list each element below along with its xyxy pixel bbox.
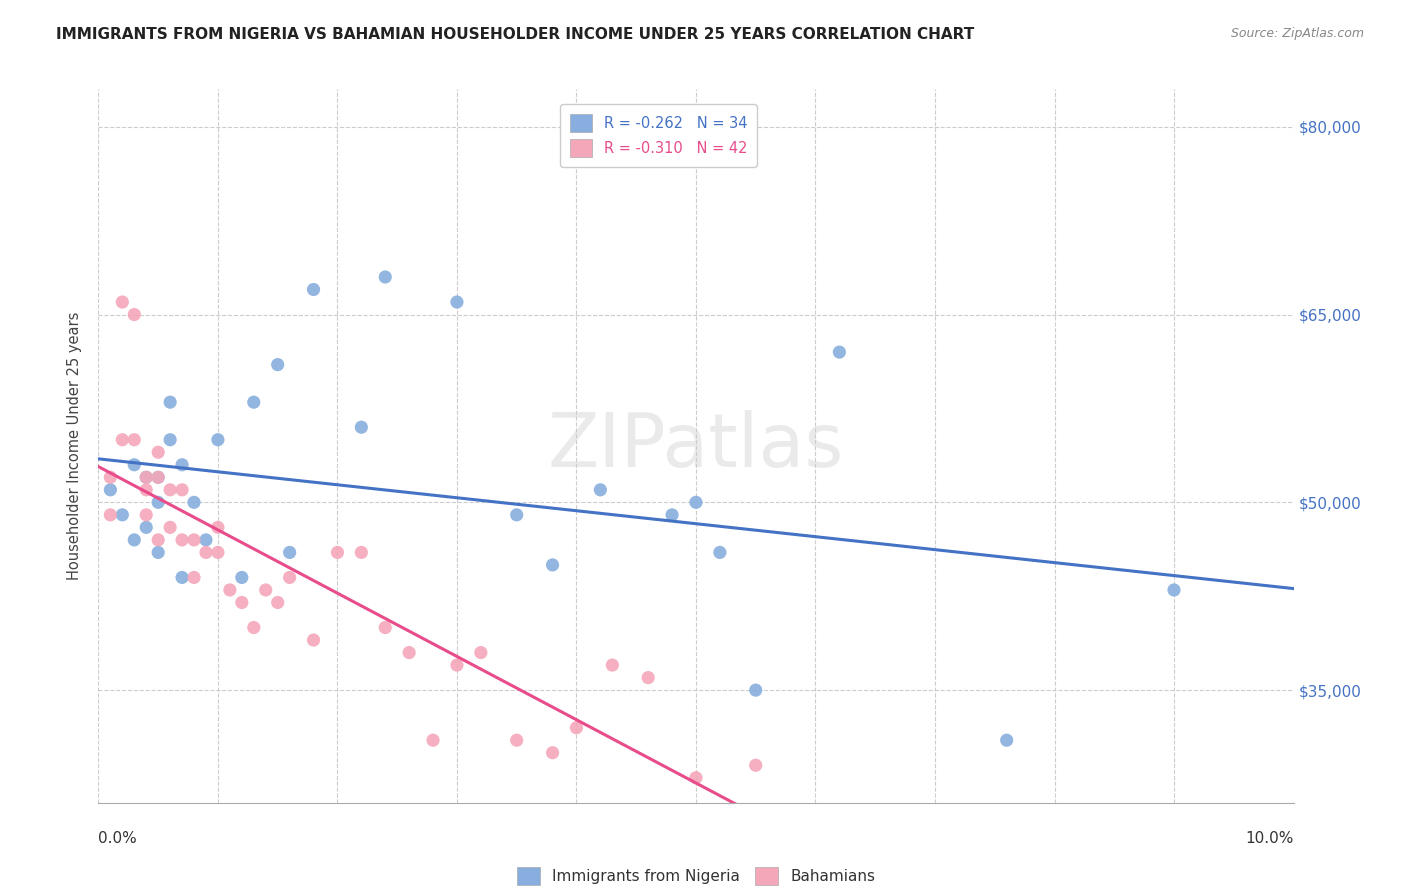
Point xyxy=(446,658,468,673)
Point xyxy=(278,570,301,584)
Point xyxy=(709,545,731,559)
Point xyxy=(148,470,170,484)
Point xyxy=(148,445,170,459)
Point xyxy=(100,483,122,497)
Point xyxy=(1163,582,1185,597)
Point xyxy=(159,395,181,409)
Point xyxy=(159,483,181,497)
Point xyxy=(124,533,146,547)
Point xyxy=(565,721,588,735)
Point xyxy=(541,746,564,760)
Point xyxy=(183,570,205,584)
Point xyxy=(685,771,707,785)
Point xyxy=(148,470,170,484)
Point xyxy=(124,308,146,322)
Point xyxy=(135,470,157,484)
Text: 10.0%: 10.0% xyxy=(1246,831,1294,847)
Point xyxy=(231,595,253,609)
Point xyxy=(267,358,290,372)
Point xyxy=(231,570,253,584)
Point xyxy=(172,533,194,547)
Point xyxy=(124,458,146,472)
Point xyxy=(207,433,229,447)
Point xyxy=(172,483,194,497)
Point xyxy=(637,671,659,685)
Point xyxy=(148,495,170,509)
Point xyxy=(470,646,492,660)
Point xyxy=(589,483,612,497)
Point xyxy=(302,633,325,648)
Point xyxy=(172,458,194,472)
Point xyxy=(159,520,181,534)
Point xyxy=(243,395,266,409)
Point xyxy=(685,495,707,509)
Point xyxy=(148,533,170,547)
Point xyxy=(195,533,218,547)
Point xyxy=(111,508,134,522)
Text: ZIPatlas: ZIPatlas xyxy=(548,409,844,483)
Point xyxy=(302,283,325,297)
Point xyxy=(374,621,396,635)
Point xyxy=(350,420,373,434)
Point xyxy=(135,470,157,484)
Point xyxy=(254,582,277,597)
Point xyxy=(506,508,529,522)
Point xyxy=(135,520,157,534)
Point xyxy=(506,733,529,747)
Point xyxy=(446,295,468,310)
Text: IMMIGRANTS FROM NIGERIA VS BAHAMIAN HOUSEHOLDER INCOME UNDER 25 YEARS CORRELATIO: IMMIGRANTS FROM NIGERIA VS BAHAMIAN HOUS… xyxy=(56,27,974,42)
Text: Source: ZipAtlas.com: Source: ZipAtlas.com xyxy=(1230,27,1364,40)
Point xyxy=(195,545,218,559)
Point xyxy=(661,508,683,522)
Point xyxy=(207,545,229,559)
Point xyxy=(111,295,134,310)
Text: 0.0%: 0.0% xyxy=(98,831,138,847)
Point xyxy=(278,545,301,559)
Point xyxy=(183,533,205,547)
Point xyxy=(135,508,157,522)
Point xyxy=(135,483,157,497)
Point xyxy=(422,733,444,747)
Point xyxy=(159,433,181,447)
Point xyxy=(828,345,851,359)
Legend: Immigrants from Nigeria, Bahamians: Immigrants from Nigeria, Bahamians xyxy=(510,861,882,891)
Point xyxy=(148,545,170,559)
Point xyxy=(100,508,122,522)
Point xyxy=(745,683,768,698)
Point xyxy=(326,545,349,559)
Point xyxy=(207,520,229,534)
Point xyxy=(541,558,564,572)
Point xyxy=(350,545,373,559)
Point xyxy=(172,570,194,584)
Point xyxy=(745,758,768,772)
Point xyxy=(124,433,146,447)
Point xyxy=(219,582,242,597)
Point xyxy=(398,646,420,660)
Point xyxy=(374,270,396,285)
Point xyxy=(100,470,122,484)
Point xyxy=(183,495,205,509)
Y-axis label: Householder Income Under 25 years: Householder Income Under 25 years xyxy=(67,312,83,580)
Point xyxy=(243,621,266,635)
Point xyxy=(111,433,134,447)
Point xyxy=(995,733,1018,747)
Point xyxy=(602,658,624,673)
Point xyxy=(267,595,290,609)
